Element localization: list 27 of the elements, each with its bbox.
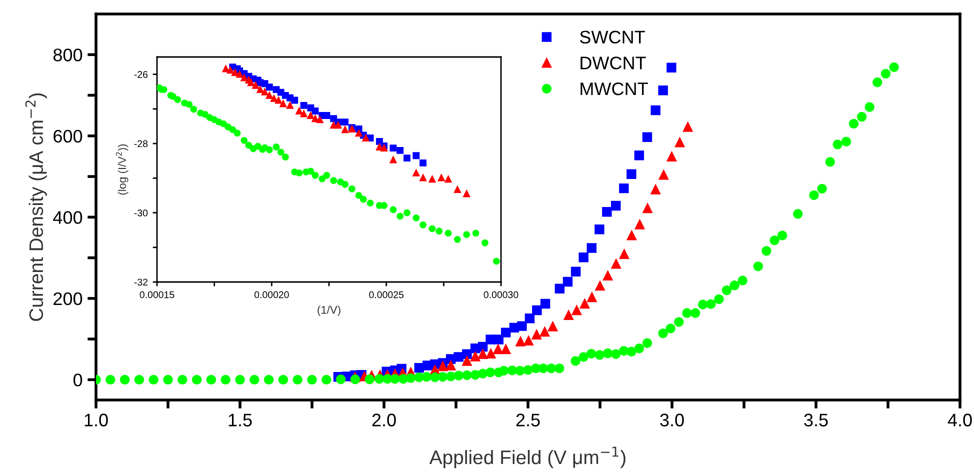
x-axis-title: (1/V) [318,306,340,316]
x-tick-label: 3.5 [804,414,828,426]
x-tick-label: 0.00015 [140,291,174,298]
x-tick-label: 3.0 [660,414,684,426]
x-tick-label: 0.00025 [369,291,404,298]
legend-label: MWCNT [580,82,648,96]
y-tick-label: 0 [73,374,82,386]
x-tick-label: 0.00020 [254,291,289,298]
x-axis-title: Applied Field (V μm$^{−1}$) [429,446,626,468]
legend-label: SWCNT [580,30,645,44]
y-tick-label: -30 [134,210,148,216]
x-tick-label: 1.5 [228,414,252,426]
y-tick-label: 600 [54,130,82,143]
x-tick-label: 2.0 [372,414,396,426]
y-tick-label: 200 [54,292,82,306]
y-tick-label: -32 [134,278,148,286]
x-tick-label: 0.00030 [484,291,518,298]
x-tick-label: 2.5 [516,414,540,426]
y-axis-title: (log (I/V$^{2}$)) [116,144,128,195]
y-tick-label: -26 [134,71,148,78]
y-axis-title: Current Density (μA cm$^{−2}$) [25,93,47,321]
y-tick-label: 800 [53,48,82,62]
x-tick-label: 1.0 [84,414,108,426]
x-tick-label: 4.0 [948,414,972,426]
legend-label: DWCNT [580,56,646,70]
y-tick-label: 400 [53,211,82,224]
y-tick-label: -28 [134,140,148,148]
